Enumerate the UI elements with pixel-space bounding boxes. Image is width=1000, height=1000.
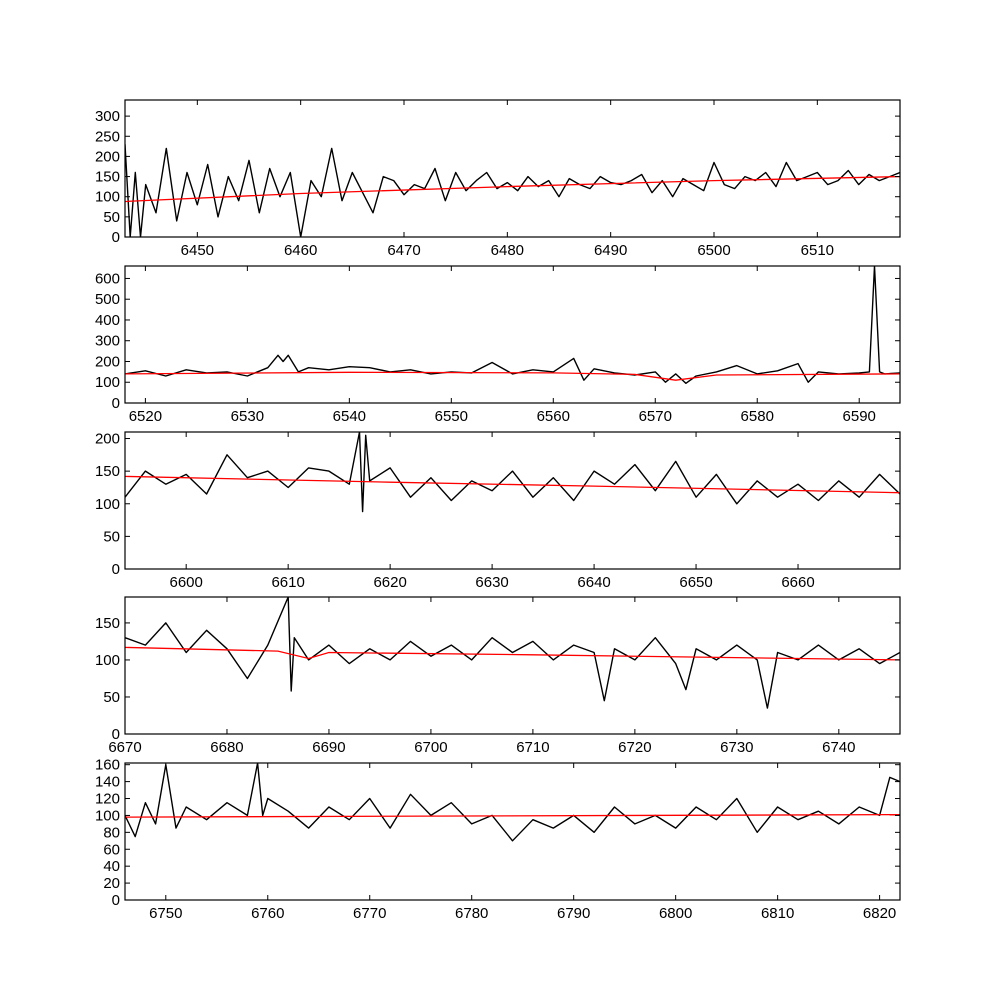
y-tick-label: 150 — [95, 615, 120, 632]
y-tick-label: 300 — [95, 108, 120, 125]
spectrum-series-line — [125, 597, 900, 709]
spectrum-panel-4: 6670 6680 6690 6700 6710 6720 6730 6740 0 50 100 15… — [95, 596, 901, 756]
x-tick-label: 6600 — [169, 574, 202, 591]
x-tick-label: 6810 — [761, 905, 794, 922]
y-tick-label: 200 — [95, 353, 120, 370]
y-tick-label: 100 — [95, 496, 120, 513]
y-tick-label: 0 — [112, 892, 120, 909]
y-tick-label: 160 — [95, 757, 120, 774]
y-tick-label: 600 — [95, 270, 120, 287]
y-tick-label: 300 — [95, 333, 120, 350]
continuum-fit-line — [125, 175, 900, 203]
spectrum-panel-3: 6600 6610 6620 6630 6640 6650 6660 0 50 100 150 200 — [95, 431, 901, 591]
y-tick-label: 0 — [112, 561, 120, 578]
continuum-fit-line — [125, 646, 900, 661]
x-tick-label: 6460 — [284, 242, 317, 259]
x-tick-label: 6770 — [353, 905, 386, 922]
y-tick-label: 50 — [103, 209, 120, 226]
x-tick-label: 6610 — [271, 574, 304, 591]
y-tick-label: 50 — [103, 689, 120, 706]
x-tick-label: 6450 — [181, 242, 214, 259]
x-tick-label: 6710 — [516, 739, 549, 756]
y-tick-label: 200 — [95, 431, 120, 448]
spectrum-panel-1: 6450 6460 6470 6480 6490 6500 6510 0 50 100 150 200… — [95, 99, 901, 259]
x-tick-label: 6820 — [863, 905, 896, 922]
y-tick-label: 120 — [95, 791, 120, 808]
y-tick-label: 500 — [95, 291, 120, 308]
x-tick-label: 6540 — [333, 408, 366, 425]
x-tick-label: 6790 — [557, 905, 590, 922]
y-tick-label: 100 — [95, 807, 120, 824]
x-tick-label: 6720 — [618, 739, 651, 756]
x-tick-label: 6650 — [679, 574, 712, 591]
x-tick-label: 6590 — [843, 408, 876, 425]
x-tick-label: 6780 — [455, 905, 488, 922]
y-tick-label: 100 — [95, 652, 120, 669]
y-tick-label: 60 — [103, 841, 120, 858]
y-tick-label: 250 — [95, 128, 120, 145]
x-tick-label: 6580 — [741, 408, 774, 425]
x-tick-label: 6640 — [577, 574, 610, 591]
continuum-fit-line — [125, 813, 900, 818]
plot-area-frame — [124, 762, 901, 901]
y-tick-label: 150 — [95, 463, 120, 480]
x-tick-label: 6800 — [659, 905, 692, 922]
x-tick-label: 6690 — [312, 739, 345, 756]
x-tick-label: 6700 — [414, 739, 447, 756]
spectrum-series-line — [125, 266, 900, 384]
x-tick-label: 6480 — [491, 242, 524, 259]
x-tick-label: 6510 — [801, 242, 834, 259]
y-tick-label: 100 — [95, 189, 120, 206]
x-tick-label: 6620 — [373, 574, 406, 591]
y-tick-label: 0 — [112, 726, 120, 743]
x-tick-label: 6570 — [639, 408, 672, 425]
x-tick-label: 6520 — [129, 408, 162, 425]
y-tick-label: 140 — [95, 774, 120, 791]
y-tick-label: 50 — [103, 528, 120, 545]
continuum-fit-line — [125, 475, 900, 494]
x-tick-label: 6660 — [781, 574, 814, 591]
x-tick-label: 6560 — [537, 408, 570, 425]
y-tick-label: 0 — [112, 395, 120, 412]
y-tick-label: 100 — [95, 374, 120, 391]
y-tick-label: 0 — [112, 229, 120, 246]
x-tick-label: 6550 — [435, 408, 468, 425]
x-tick-label: 6470 — [387, 242, 420, 259]
plot-area-frame — [124, 265, 901, 404]
plot-area-frame — [124, 431, 901, 570]
spectrum-series-line — [125, 144, 900, 237]
continuum-fit-line — [125, 371, 900, 381]
x-tick-label: 6500 — [697, 242, 730, 259]
x-tick-label: 6670 — [108, 739, 141, 756]
x-tick-label: 6730 — [720, 739, 753, 756]
x-tick-label: 6740 — [822, 739, 855, 756]
x-tick-label: 6680 — [210, 739, 243, 756]
plot-area-frame — [124, 99, 901, 238]
spectrum-series-line — [125, 763, 900, 842]
spectrum-series-line — [125, 432, 900, 513]
x-tick-label: 6760 — [251, 905, 284, 922]
spectrum-panel-5: 6750 6760 6770 6780 6790 6800 6810 6820 02040608… — [95, 757, 901, 922]
y-tick-label: 400 — [95, 312, 120, 329]
x-tick-label: 6750 — [149, 905, 182, 922]
x-tick-label: 6530 — [231, 408, 264, 425]
y-tick-label: 80 — [103, 824, 120, 841]
plot-area-frame — [124, 596, 901, 735]
y-tick-label: 40 — [103, 858, 120, 875]
y-tick-label: 200 — [95, 148, 120, 165]
y-tick-label: 150 — [95, 169, 120, 186]
x-tick-label: 6630 — [475, 574, 508, 591]
spectrum-panel-2: 6520 6530 6540 6550 6560 6570 6580 6590 0 100 200 3… — [95, 265, 901, 425]
y-tick-label: 20 — [103, 875, 120, 892]
x-tick-label: 6490 — [594, 242, 627, 259]
